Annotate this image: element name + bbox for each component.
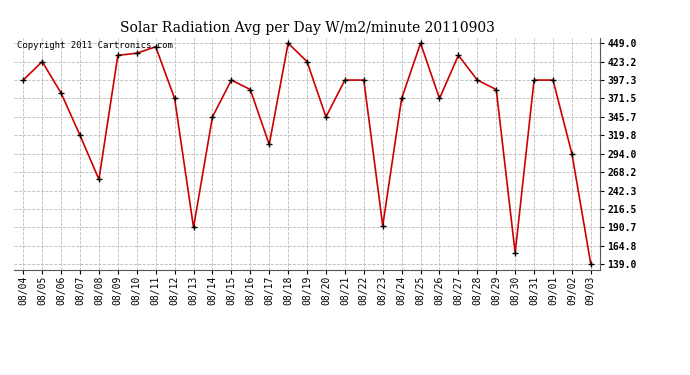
Text: Copyright 2011 Cartronics.com: Copyright 2011 Cartronics.com [17, 41, 172, 50]
Title: Solar Radiation Avg per Day W/m2/minute 20110903: Solar Radiation Avg per Day W/m2/minute … [119, 21, 495, 35]
